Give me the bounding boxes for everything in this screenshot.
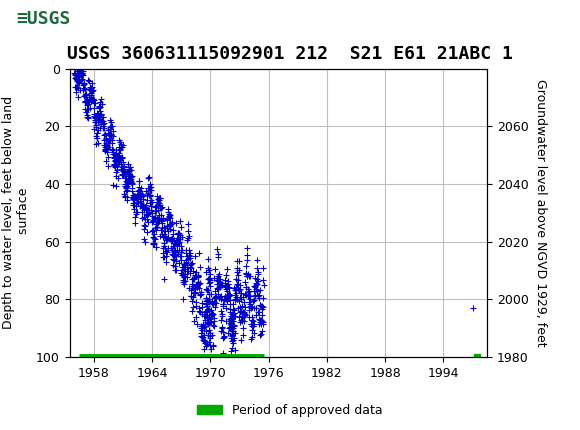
FancyBboxPatch shape bbox=[3, 3, 84, 36]
Y-axis label: Depth to water level, feet below land
 surface: Depth to water level, feet below land su… bbox=[2, 96, 30, 329]
Y-axis label: Groundwater level above NGVD 1929, feet: Groundwater level above NGVD 1929, feet bbox=[534, 79, 548, 347]
Legend: Period of approved data: Period of approved data bbox=[192, 399, 388, 422]
Text: ≡USGS: ≡USGS bbox=[16, 10, 71, 28]
Text: USGS 360631115092901 212  S21 E61 21ABC 1: USGS 360631115092901 212 S21 E61 21ABC 1 bbox=[67, 45, 513, 63]
